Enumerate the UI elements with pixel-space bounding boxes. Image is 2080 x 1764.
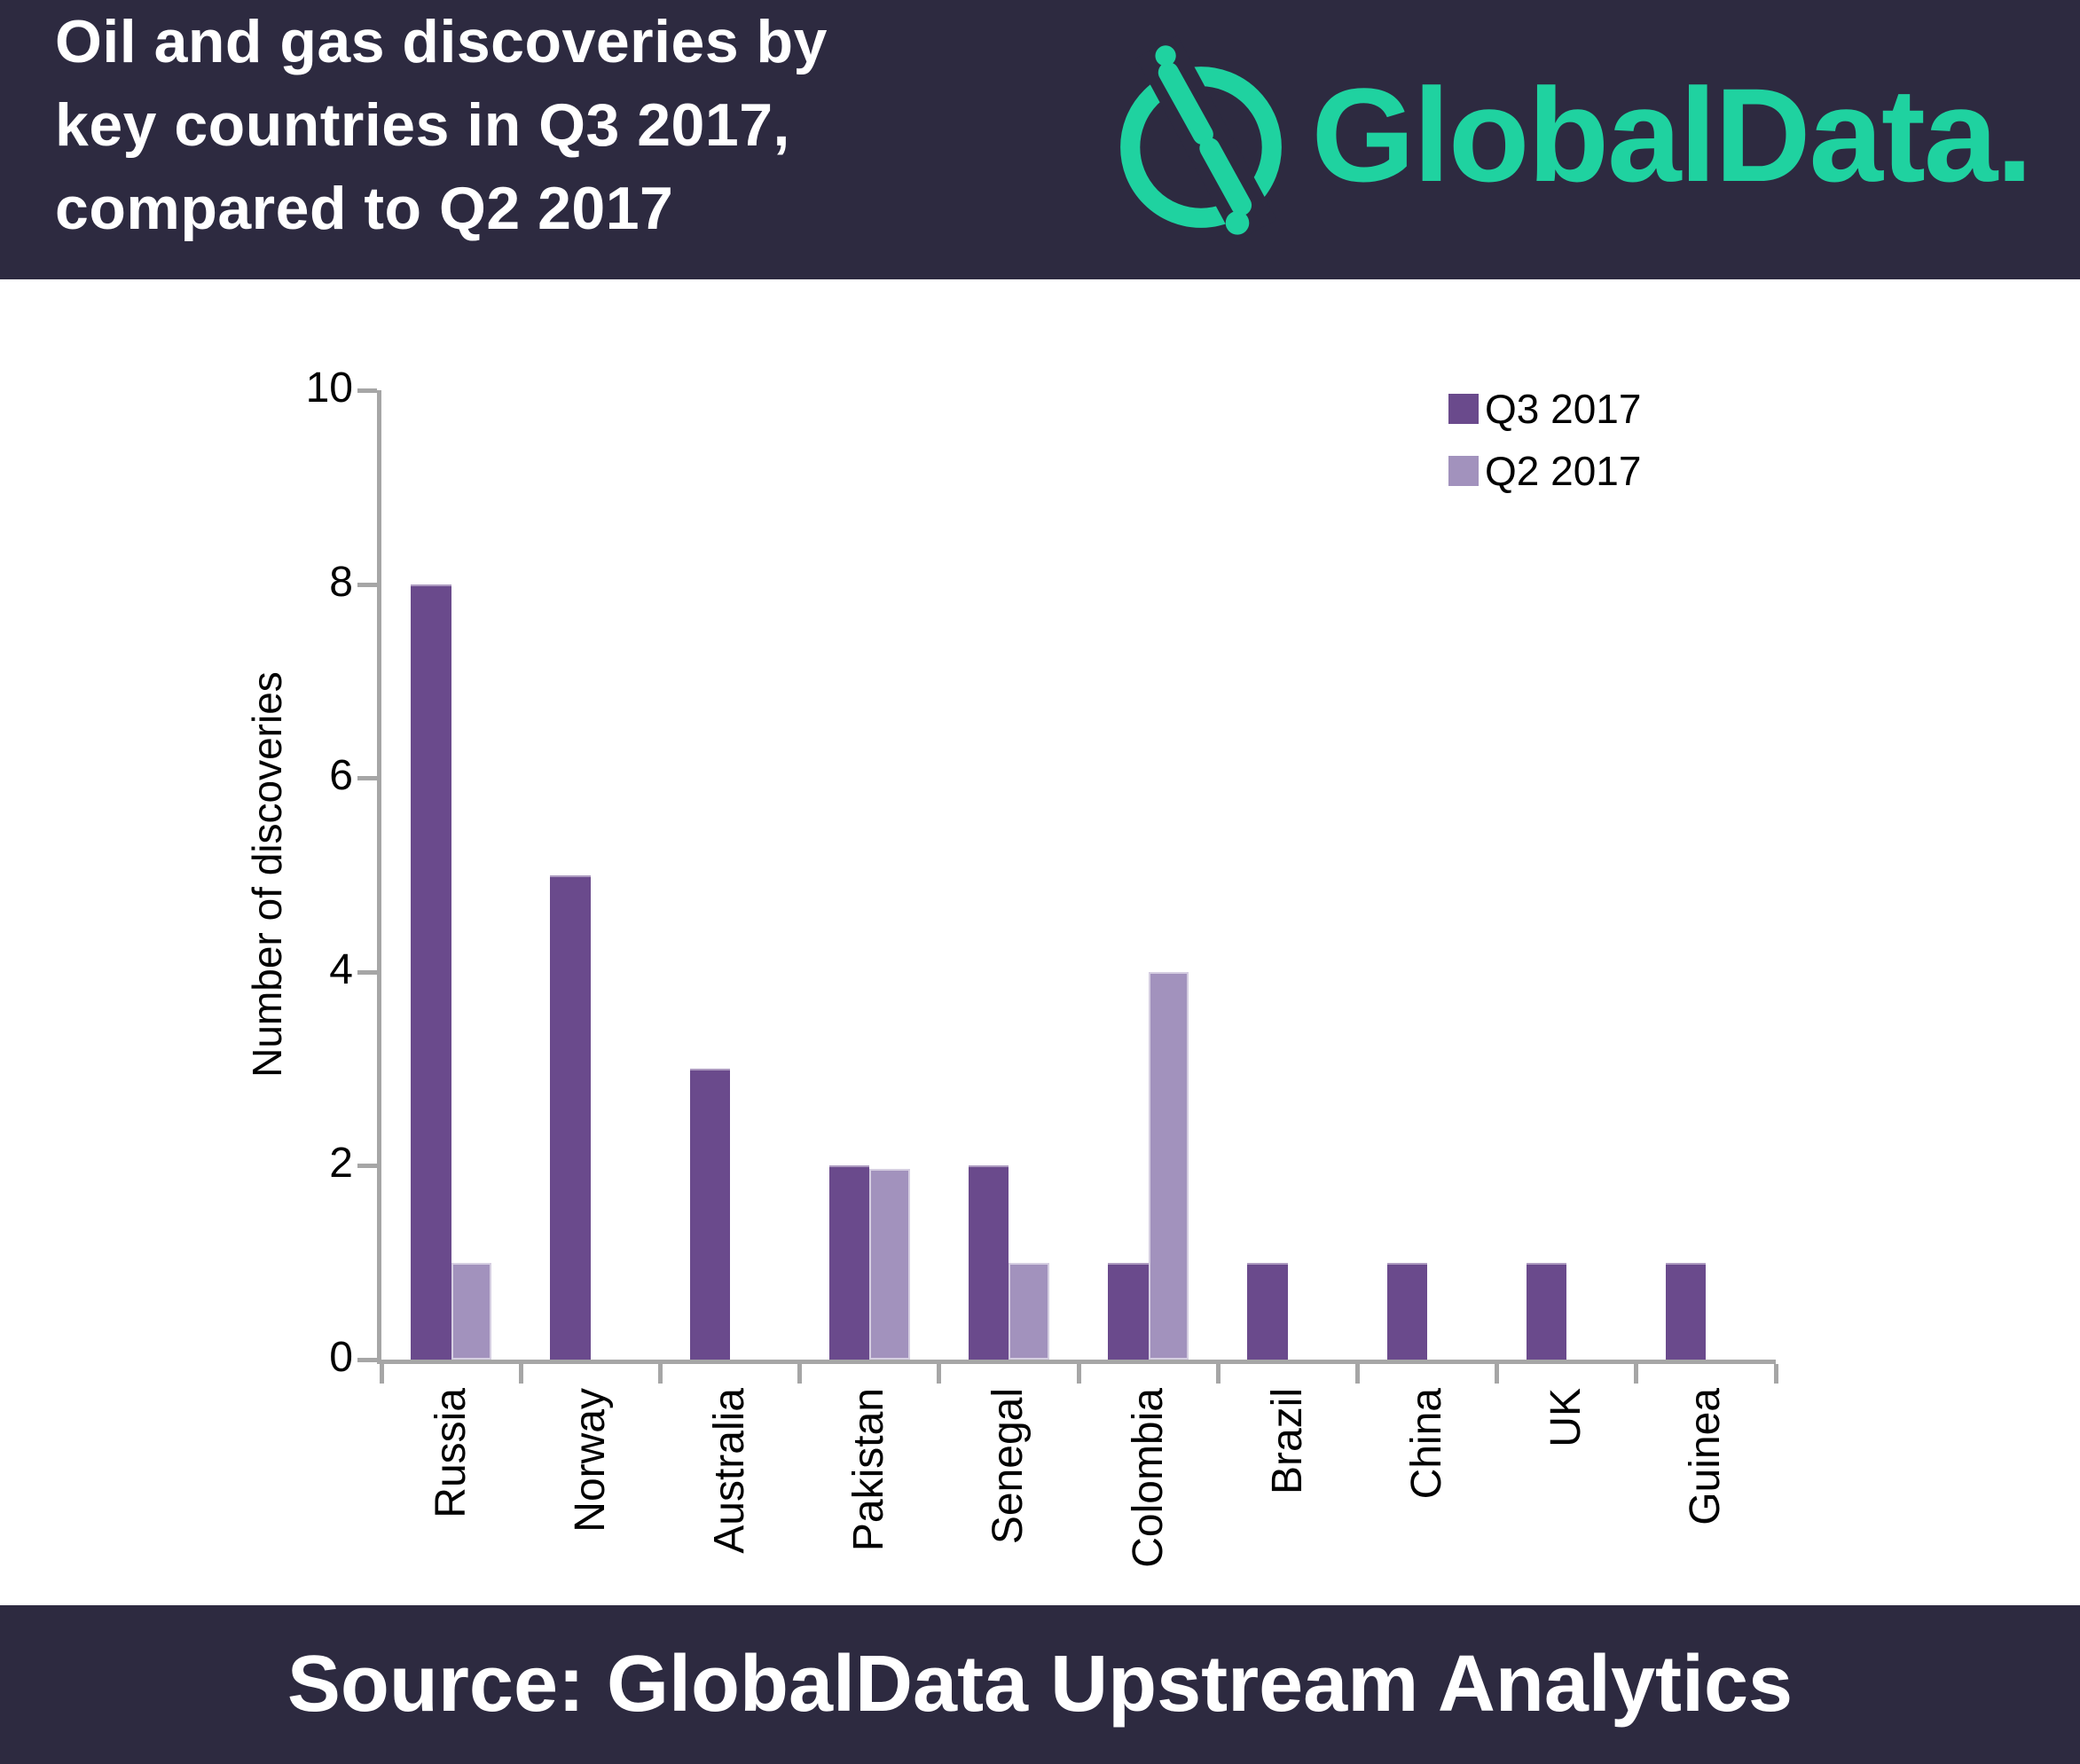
x-axis-line (377, 1360, 1776, 1364)
chart-title-line-2: key countries in Q3 2017, (55, 91, 790, 159)
globaldata-logo-text: GlobalData. (1311, 60, 2033, 209)
category-label-brazil: Brazil (1263, 1388, 1311, 1495)
y-tick-label-8: 8 (329, 558, 353, 606)
logo-top-dot (1154, 45, 1176, 67)
source-text: Source: GlobalData Upstream Analytics (286, 1640, 1794, 1729)
x-tick-9 (1634, 1364, 1639, 1384)
chart-title-line-1: Oil and gas discoveries by (55, 8, 828, 75)
category-label-russia: Russia (427, 1388, 475, 1518)
footer-bar: Source: GlobalData Upstream Analytics (0, 1605, 2080, 1764)
y-tick-0 (357, 1358, 377, 1362)
bar-q3-china (1386, 1262, 1427, 1360)
y-tick-10 (357, 388, 377, 393)
legend-item-q3-2017: Q3 2017 (1448, 386, 1641, 432)
y-tick-6 (357, 776, 377, 781)
category-label-australia: Australia (706, 1388, 753, 1554)
x-tick-7 (1354, 1364, 1360, 1384)
bar-q3-norway (550, 874, 591, 1360)
category-label-pakistan: Pakistan (845, 1388, 893, 1552)
legend-label-q3-2017: Q3 2017 (1485, 386, 1642, 432)
x-tick-10 (1773, 1364, 1778, 1384)
bar-q2-senegal (1009, 1262, 1049, 1360)
bar-q3-senegal (968, 1165, 1009, 1360)
x-tick-1 (518, 1364, 523, 1384)
y-tick-label-6: 6 (329, 752, 353, 800)
category-label-china: China (1403, 1388, 1450, 1500)
globaldata-logo-icon (1119, 35, 1282, 242)
y-tick-4 (357, 969, 377, 975)
bar-q3-uk (1526, 1262, 1567, 1360)
legend-swatch-q2-2017 (1448, 456, 1479, 486)
chart-area: 0 2 4 6 8 10 Russia Norway Australia Pakistan Sene… (0, 279, 2080, 1605)
y-tick-8 (357, 582, 377, 587)
logo-bottom-dot (1225, 211, 1249, 235)
legend: Q3 2017 Q2 2017 (1448, 386, 1641, 513)
chart-title-line-3: compared to Q2 2017 (55, 175, 674, 242)
header-bar: Oil and gas discoveries by key countries… (0, 0, 2080, 279)
y-axis-line (377, 390, 381, 1364)
plot-area: 0 2 4 6 8 10 Russia Norway Australia Pakistan Sene… (0, 279, 2080, 1605)
globaldata-logo: GlobalData. (1103, 0, 2033, 265)
bar-q3-colombia (1108, 1262, 1149, 1360)
x-tick-4 (937, 1364, 942, 1384)
y-tick-label-2: 2 (329, 1140, 353, 1188)
bar-q2-pakistan (869, 1168, 910, 1360)
category-label-uk: UK (1542, 1388, 1590, 1447)
bar-q3-guinea (1665, 1262, 1707, 1360)
y-tick-2 (357, 1164, 377, 1169)
bar-q3-pakistan (828, 1165, 870, 1360)
x-tick-2 (657, 1364, 663, 1384)
legend-item-q2-2017: Q2 2017 (1448, 448, 1641, 494)
bar-q2-russia (451, 1262, 492, 1360)
bar-q2-colombia (1148, 971, 1189, 1360)
x-tick-5 (1076, 1364, 1081, 1384)
legend-swatch-q3-2017 (1448, 394, 1479, 424)
legend-label-q2-2017: Q2 2017 (1485, 448, 1642, 494)
y-axis-title: Number of discoveries (244, 671, 290, 1078)
x-tick-3 (797, 1364, 803, 1384)
chart-title: Oil and gas discoveries by key countries… (0, 0, 828, 250)
y-tick-label-4: 4 (329, 945, 353, 993)
y-tick-label-10: 10 (305, 365, 353, 412)
y-tick-label-0: 0 (329, 1334, 353, 1381)
category-label-norway: Norway (566, 1388, 614, 1533)
bar-q3-brazil (1247, 1262, 1288, 1360)
bar-q3-australia (689, 1069, 730, 1360)
bar-q3-russia (411, 584, 451, 1360)
category-label-guinea: Guinea (1682, 1388, 1730, 1525)
x-tick-6 (1215, 1364, 1221, 1384)
x-tick-0 (379, 1364, 384, 1384)
category-label-senegal: Senegal (985, 1388, 1032, 1545)
x-tick-8 (1495, 1364, 1500, 1384)
category-label-colombia: Colombia (1124, 1388, 1172, 1568)
